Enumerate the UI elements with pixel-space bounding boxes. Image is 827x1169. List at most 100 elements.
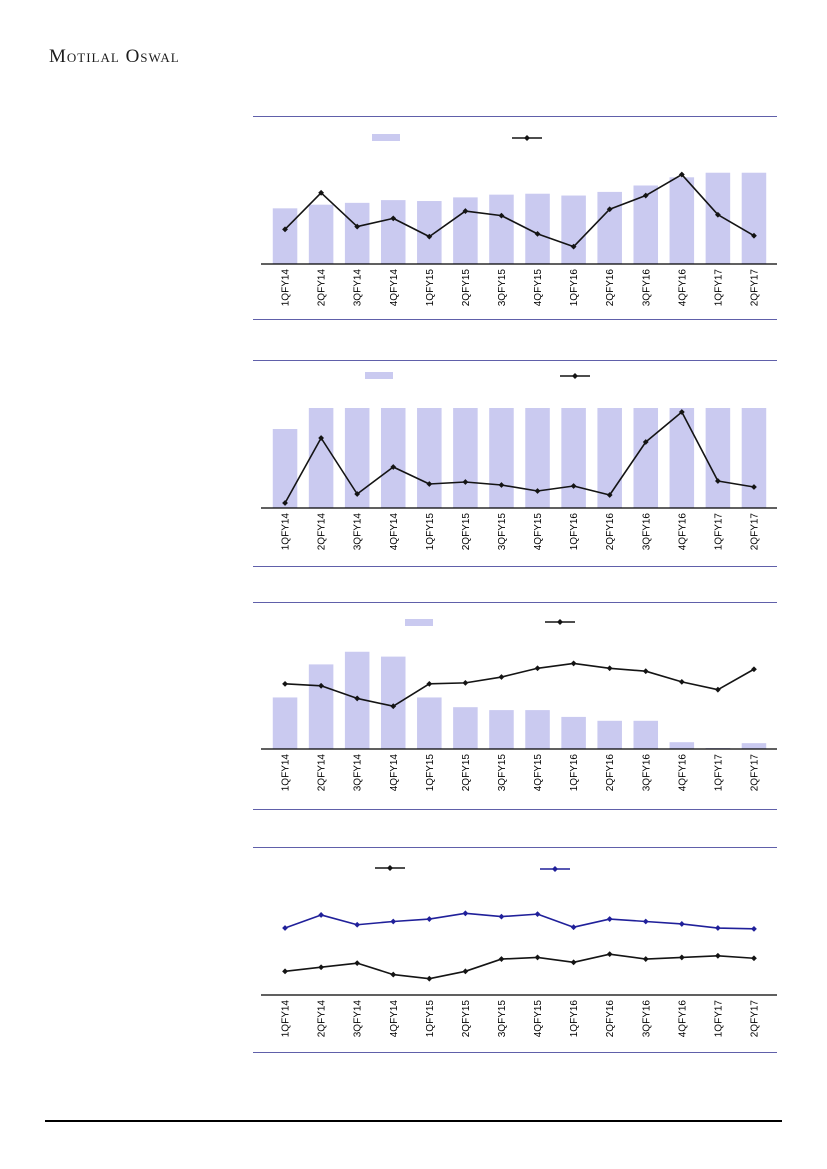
bar [525,710,550,749]
data-point-marker [534,911,541,918]
data-point-marker [606,916,613,922]
data-point-marker [390,703,397,710]
chart-block-1: 1QFY14 2QFY14 3QFY14 4QFY14 1QFY15 2QFY15 3QFY… [253,116,777,320]
x-axis-label: 2QFY14 [317,269,328,307]
legend-bar-swatch [405,619,433,626]
x-axis-label: 1QFY16 [569,754,580,792]
bar [308,664,334,749]
data-point-marker [714,925,721,931]
data-point-marker [462,968,469,975]
bar [453,197,478,264]
data-point-marker [354,695,361,702]
data-point-marker [570,243,577,250]
data-point-marker [426,481,433,487]
bar [308,204,334,264]
x-axis-label: 3QFY16 [641,1000,652,1038]
chart-plot: 1QFY14 2QFY14 3QFY14 4QFY14 1QFY15 2QFY15 3QFY… [261,865,777,1038]
x-axis-label: 1QFY14 [281,513,292,551]
data-point-marker [426,916,433,922]
x-axis-label: 3QFY15 [497,513,508,551]
chart-block-2: 1QFY14 2QFY14 3QFY14 4QFY14 1QFY15 2QFY15 3QFY… [253,360,777,567]
data-point-marker [390,971,397,978]
x-axis-label: 3QFY14 [353,269,364,307]
x-axis-label: 2QFY17 [749,513,760,551]
x-axis-label: 1QFY14 [281,754,292,792]
x-axis-label: 3QFY15 [497,1000,508,1038]
chart-plot: 1QFY14 2QFY14 3QFY14 4QFY14 1QFY15 2QFY15 3QFY… [261,619,777,792]
data-point-marker [751,925,757,932]
x-axis-label: 4QFY15 [533,1000,544,1038]
bar [272,208,298,264]
bar [489,408,514,508]
x-axis-label: 4QFY14 [389,1000,400,1038]
x-axis-label: 3QFY15 [497,754,508,792]
bar [561,716,586,749]
bar [705,408,731,508]
bar [597,408,622,508]
x-axis-label: 2QFY15 [461,269,472,307]
bar [380,656,406,749]
x-axis-label: 1QFY15 [425,269,436,307]
data-point-marker [534,954,541,961]
x-axis-label: 2QFY17 [749,269,760,307]
bar [272,697,298,749]
data-point-marker [426,233,433,240]
bar [741,408,767,508]
bar [380,408,406,508]
x-axis-label: 4QFY16 [677,269,688,307]
data-point-marker [498,913,505,920]
data-line [284,662,755,708]
data-point-marker [282,680,288,687]
data-point-marker [282,226,288,233]
bar [453,408,478,508]
data-point-marker [714,952,721,959]
x-axis-label: 1QFY15 [425,513,436,551]
data-point-marker [462,479,469,485]
data-point-marker [354,223,361,230]
data-line [284,953,755,980]
bar [489,710,514,749]
data-point-marker [282,925,288,931]
data-point-marker [606,206,613,213]
x-axis-label: 2QFY16 [605,513,616,551]
data-point-marker [714,686,721,693]
bar [705,172,731,264]
x-axis-label: 3QFY14 [353,1000,364,1038]
data-point-marker [318,189,325,196]
data-point-marker [714,211,721,218]
bar [272,429,298,508]
x-axis-label: 2QFY14 [317,754,328,792]
bar [597,720,622,749]
x-axis-label: 1QFY17 [713,754,724,792]
data-point-marker [354,960,361,967]
bar [633,408,659,508]
bar [453,707,478,749]
bar [561,195,586,264]
data-point-marker [642,918,649,925]
data-point-marker [714,478,721,484]
data-point-marker [642,956,649,962]
data-point-marker [354,491,361,497]
data-point-marker [678,921,685,927]
data-point-marker [570,660,577,667]
data-point-marker [751,955,757,962]
footer-divider-rule [45,1120,782,1122]
chart-plot: 1QFY14 2QFY14 3QFY14 4QFY14 1QFY15 2QFY15 3QFY… [261,372,777,551]
bar [669,742,695,749]
data-point-marker [426,680,433,687]
data-point-marker [282,968,288,975]
x-axis-label: 2QFY14 [317,513,328,551]
bar [561,408,586,508]
x-axis-label: 3QFY14 [353,754,364,792]
x-axis-label: 4QFY16 [677,1000,688,1038]
data-point-marker [570,924,577,931]
x-axis-label: 1QFY16 [569,1000,580,1038]
data-point-marker [318,682,325,689]
x-axis-label: 2QFY16 [605,269,616,307]
x-axis-label: 2QFY16 [605,1000,616,1038]
x-axis-label: 2QFY15 [461,513,472,551]
data-line [284,411,755,504]
data-point-marker [606,492,613,498]
x-axis-label: 3QFY16 [641,513,652,551]
